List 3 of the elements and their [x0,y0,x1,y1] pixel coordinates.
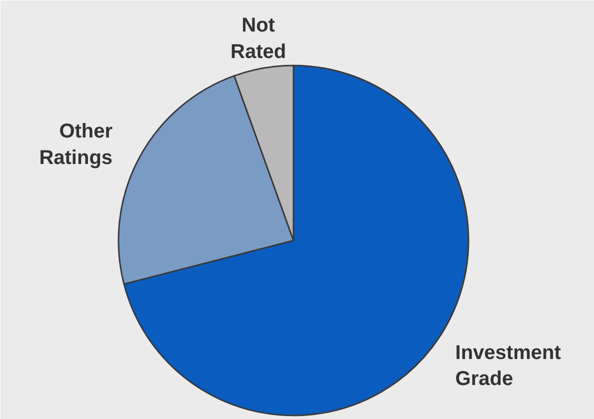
slice-label: Investment Grade [455,342,562,390]
slice-label: Not Rated [230,14,286,63]
slice-label: Other Ratings [39,120,113,169]
